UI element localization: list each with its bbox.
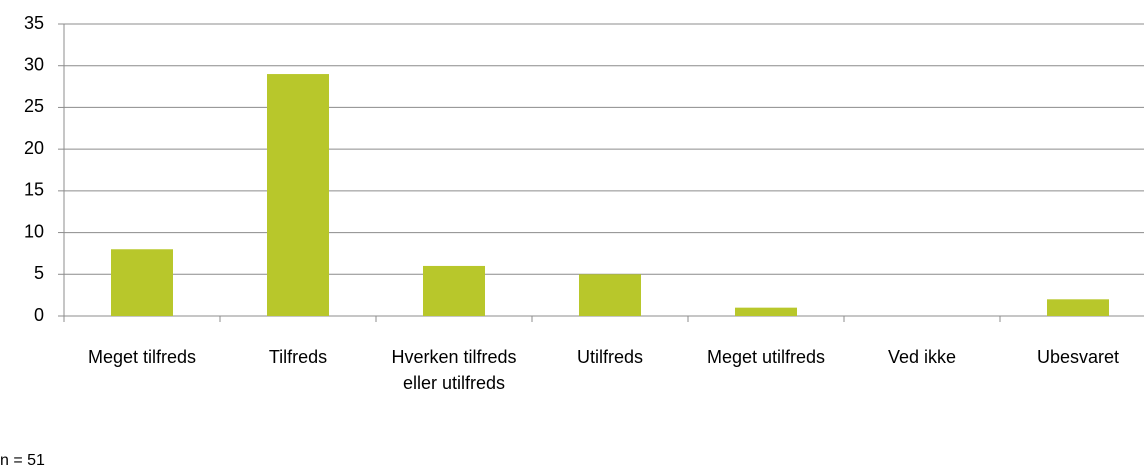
y-tick-label: 10 — [24, 221, 44, 241]
bar — [423, 265, 485, 316]
bar — [111, 249, 173, 316]
x-tick-label: Hverken tilfreds eller utilfreds — [391, 347, 517, 393]
y-tick-label: 35 — [24, 13, 44, 33]
bar — [1047, 299, 1109, 316]
x-tick-label: Meget utilfreds — [706, 347, 826, 367]
bar — [735, 307, 797, 316]
y-tick-label: 30 — [24, 54, 44, 74]
y-tick-label: 5 — [34, 263, 44, 283]
y-tick-label: 20 — [24, 138, 44, 158]
x-tick-label: Meget tilfreds — [87, 347, 197, 367]
annotation: n = 51 — [0, 452, 45, 469]
x-tick-label: Ved ikke — [887, 347, 957, 367]
x-tick-label: Utilfreds — [576, 347, 643, 367]
bar — [579, 274, 641, 316]
y-tick-label: 25 — [24, 96, 44, 116]
y-tick-label: 15 — [24, 180, 44, 200]
bar — [267, 74, 329, 316]
x-tick-label: Tilfreds — [268, 347, 328, 367]
y-tick-label: 0 — [34, 305, 44, 325]
x-tick-label: Ubesvaret — [1036, 347, 1120, 367]
